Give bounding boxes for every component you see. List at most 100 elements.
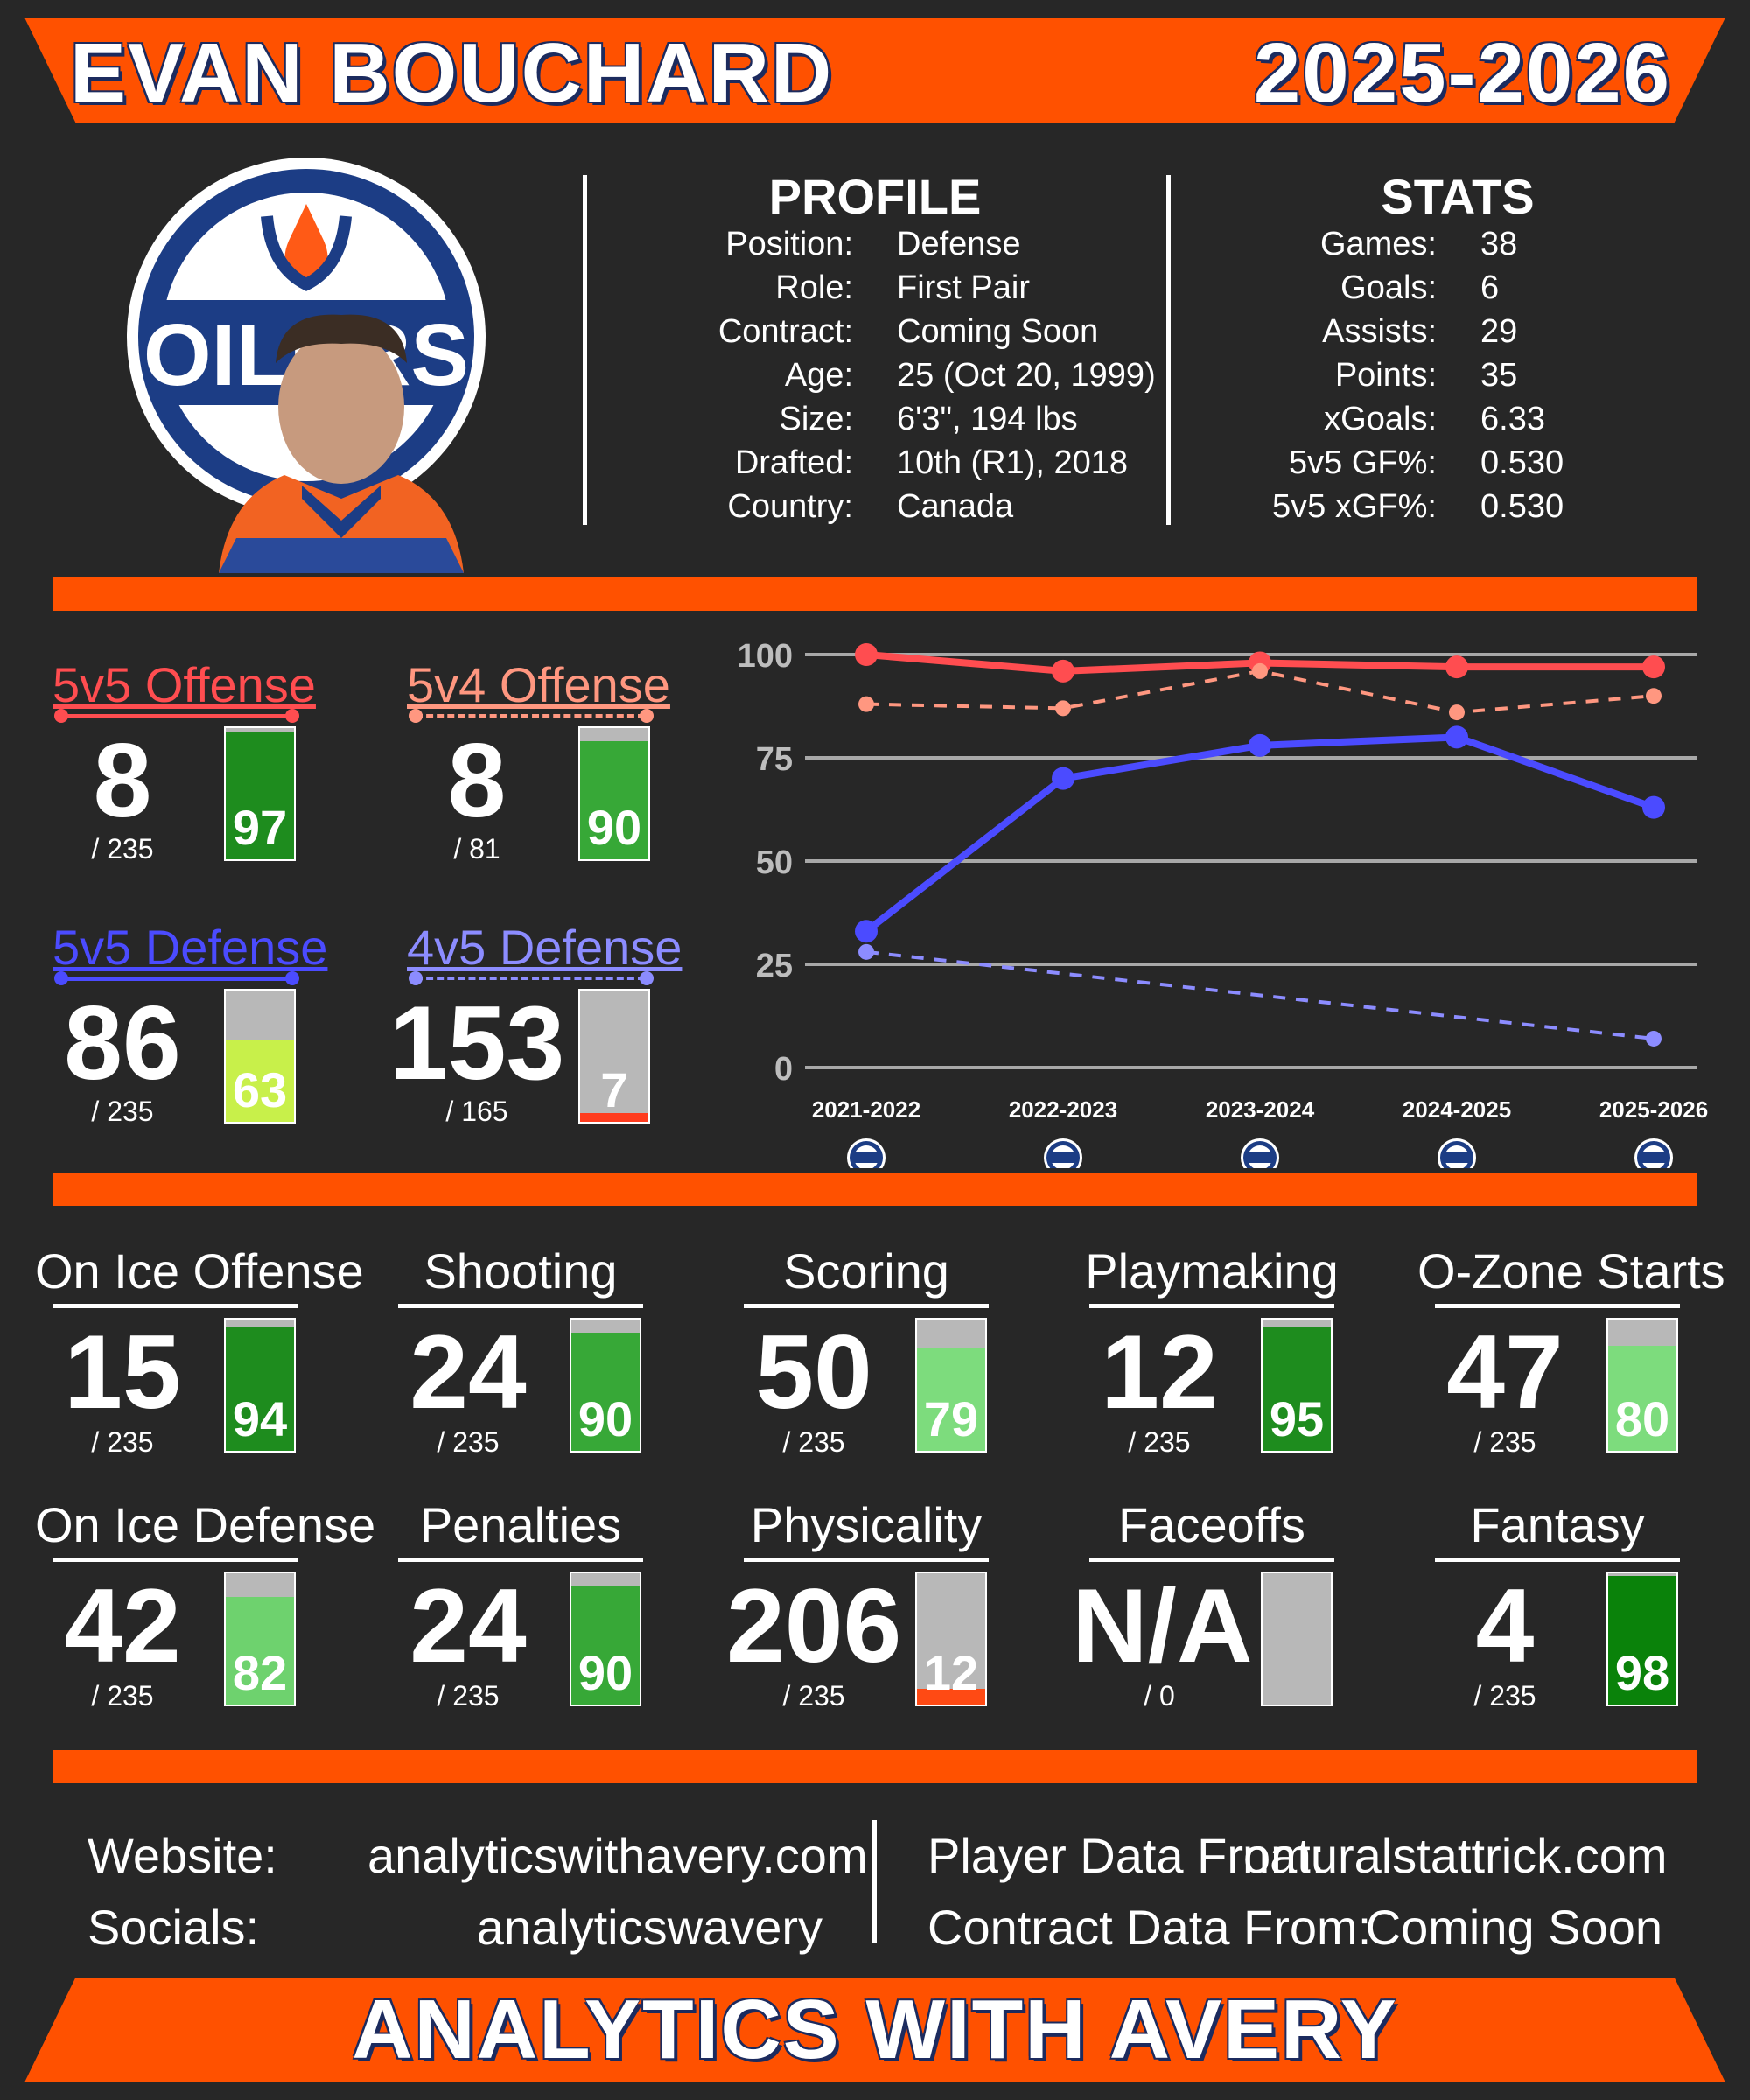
percentile-value: 98	[1614, 1645, 1670, 1700]
profile-value: Canada	[897, 488, 1014, 525]
percentile-bar: 12	[915, 1572, 987, 1706]
rating-title: 5v4 Offense	[407, 657, 670, 712]
category-rank: 47	[1446, 1313, 1564, 1431]
percentile-bar: 80	[1606, 1318, 1678, 1452]
percentile-value: 90	[586, 800, 642, 855]
series-point	[1052, 766, 1074, 790]
rule-dot	[285, 709, 299, 723]
category-rank: 15	[64, 1313, 181, 1431]
category-total: / 235	[91, 1426, 154, 1458]
profile-key: Age:	[784, 357, 853, 394]
stats-value: 0.530	[1480, 444, 1564, 481]
y-tick-label: 0	[774, 1051, 793, 1088]
series-line	[865, 949, 1655, 1040]
website-link[interactable]: analyticswithavery.com	[368, 1828, 868, 1883]
socials-label: Socials:	[88, 1900, 260, 1955]
rating-title: 5v5 Offense	[52, 657, 316, 712]
category-total: / 235	[782, 1426, 845, 1458]
percentile-bar: 90	[578, 726, 650, 861]
category-rank: 206	[726, 1567, 902, 1684]
category-rule	[744, 1558, 989, 1562]
player-data-label: Player Data From:	[928, 1828, 1326, 1883]
rating-total: / 81	[453, 833, 500, 864]
footer-banner	[24, 1978, 1726, 2082]
series-point	[1449, 704, 1465, 721]
percentile-value: 63	[232, 1062, 288, 1117]
percentile-bar: 97	[224, 726, 296, 861]
category-title: O-Zone Starts	[1418, 1243, 1726, 1298]
percentile-bar-fill	[580, 1112, 648, 1122]
stats-key: 5v5 xGF%:	[1272, 488, 1437, 525]
category-total: / 235	[437, 1426, 500, 1458]
percentile-value: 7	[600, 1062, 628, 1117]
series-point	[1646, 1030, 1662, 1046]
percentile-bar-fill	[226, 732, 294, 859]
percentile-value: 80	[1614, 1391, 1670, 1446]
percentile-bar-fill	[1608, 1346, 1676, 1451]
rating-title: 5v5 Defense	[52, 920, 328, 975]
percentile-value: 95	[1269, 1391, 1325, 1446]
profile-value: Coming Soon	[897, 313, 1099, 350]
rating-total: / 235	[91, 833, 154, 864]
percentile-bar-fill	[226, 1039, 294, 1122]
series-point	[1252, 662, 1268, 679]
series-point	[855, 920, 878, 943]
category-title: Playmaking	[1085, 1243, 1339, 1298]
percentile-bar: 94	[224, 1318, 296, 1452]
series-point	[1055, 700, 1071, 717]
rating-rank: 8	[447, 722, 507, 839]
x-tick-label: 2021-2022	[812, 1096, 920, 1123]
category-total: / 235	[437, 1680, 500, 1712]
profile-key: Contract:	[718, 313, 853, 350]
category-rank: 12	[1101, 1313, 1218, 1431]
profile-title: PROFILE	[768, 169, 982, 224]
rating-rule	[416, 976, 645, 980]
percentile-value: 82	[232, 1645, 288, 1700]
category-total: / 235	[782, 1680, 845, 1712]
profile-value: 6'3", 194 lbs	[897, 401, 1078, 438]
y-tick-label: 75	[756, 741, 793, 778]
category-title: Faceoffs	[1118, 1497, 1306, 1552]
divider	[872, 1820, 877, 1942]
x-tick-label: 2023-2024	[1206, 1096, 1315, 1123]
rule-dot	[409, 709, 423, 723]
stats-value: 6	[1480, 270, 1500, 306]
category-rank: 4	[1475, 1567, 1535, 1684]
website-label: Website:	[88, 1828, 277, 1883]
stats-value: 29	[1480, 313, 1518, 350]
percentile-trend-chart: 100 75 50 25 0 2021-2022 2022-2023 2023-2024 202…	[738, 638, 1708, 1168]
percentile-value: 94	[232, 1391, 288, 1446]
percentile-bar: 95	[1261, 1318, 1333, 1452]
profile-key: Country:	[727, 488, 853, 525]
profile-value: First Pair	[897, 270, 1030, 306]
percentile-bar: 90	[570, 1318, 641, 1452]
profile-key: Role:	[775, 270, 853, 306]
stats-key: Games:	[1320, 226, 1437, 262]
category-rule	[1089, 1304, 1334, 1308]
series-point	[1052, 659, 1074, 682]
section-separator	[52, 1750, 1698, 1783]
contract-data-label: Contract Data From:	[928, 1900, 1372, 1955]
percentile-bar: 63	[224, 989, 296, 1124]
x-tick-label: 2022-2023	[1009, 1096, 1117, 1123]
socials-handle[interactable]: analyticswavery	[476, 1900, 822, 1955]
stats-key: xGoals:	[1324, 401, 1437, 438]
profile-key: Drafted:	[734, 444, 853, 481]
rating-title: 4v5 Defense	[407, 920, 682, 975]
series-point	[1646, 688, 1662, 704]
category-title: On Ice Offense	[35, 1243, 364, 1298]
percentile-bar-fill	[1608, 1576, 1676, 1704]
y-tick-label: 25	[756, 948, 793, 984]
player-data-source[interactable]: naturalstattrick.com	[1242, 1828, 1668, 1883]
rule-dot	[640, 971, 654, 985]
rating-rule	[416, 714, 645, 718]
category-title: Fantasy	[1470, 1497, 1645, 1552]
profile-value: 25 (Oct 20, 1999)	[897, 357, 1156, 394]
divider	[1166, 175, 1171, 525]
season-logo-band	[850, 1152, 882, 1163]
series-point	[858, 696, 874, 712]
profile-value: Defense	[897, 226, 1021, 262]
stats-key: Goals:	[1340, 270, 1437, 306]
rating-rank: 153	[389, 984, 565, 1102]
percentile-value: 90	[578, 1391, 634, 1446]
